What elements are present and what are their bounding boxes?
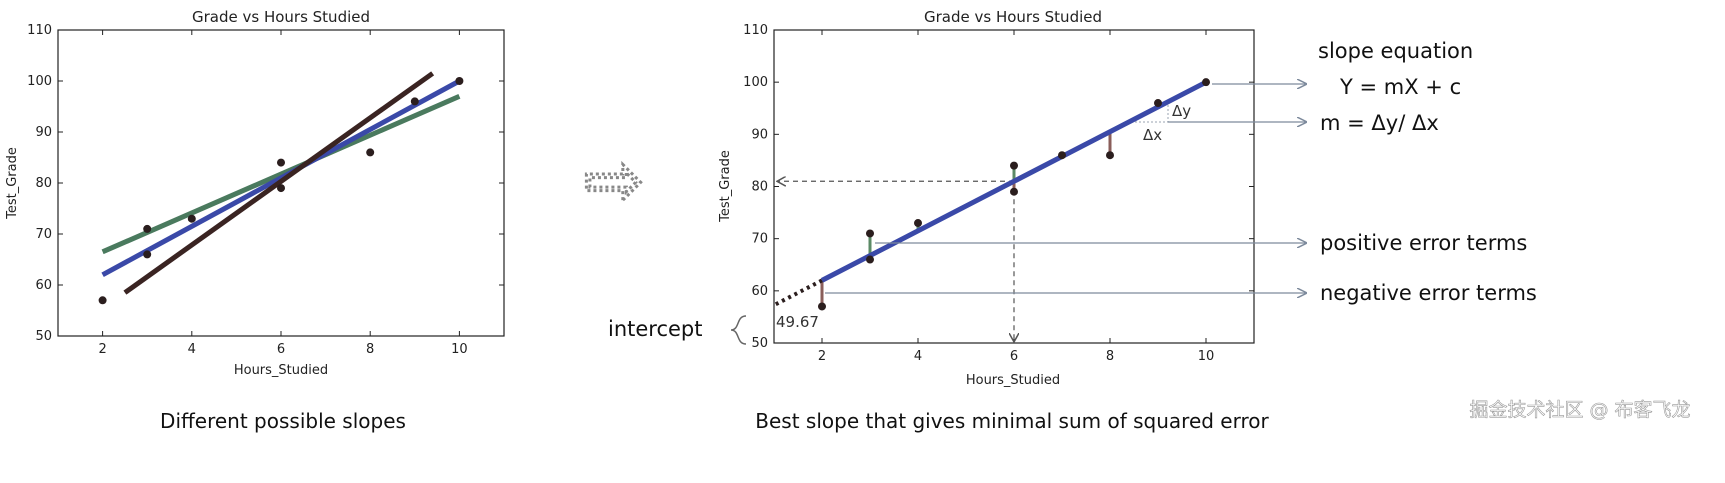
left-y-ticks: 50 60 70 80 90 100 110 (27, 23, 504, 344)
left-x-axis-label: Hours_Studied (234, 363, 328, 378)
data-point (1106, 151, 1114, 160)
y-tick-label: 70 (35, 227, 52, 242)
y-tick-label: 50 (35, 329, 52, 344)
data-point (818, 302, 826, 311)
candidate-line-3 (123, 71, 435, 295)
x-tick-label: 8 (366, 342, 374, 357)
data-point (1010, 187, 1018, 196)
right-guide-lines (778, 181, 1014, 341)
right-fit-line (773, 79, 1208, 307)
right-chart: Grade vs Hours Studied 5060708090100110 … (718, 8, 1270, 433)
x-tick-label: 2 (98, 342, 106, 357)
right-caption: Best slope that gives minimal sum of squ… (755, 409, 1269, 433)
right-x-axis-label: Hours_Studied (966, 373, 1060, 388)
left-x-ticks: 2 4 6 8 10 (98, 30, 468, 357)
annotations: slope equation Y = mX + c m = Δy/ Δx pos… (608, 39, 1537, 345)
x-tick-label: 2 (818, 349, 826, 364)
intercept-label: intercept (608, 317, 703, 341)
left-chart: Grade vs Hours Studied 5060708090100110 … (5, 8, 505, 433)
data-point (277, 184, 285, 193)
x-tick-label: 8 (1106, 349, 1114, 364)
delta-y-label: Δy (1172, 102, 1191, 120)
y-tick-label: 90 (35, 125, 52, 140)
y-tick-label: 50 (751, 336, 768, 351)
left-chart-title: Grade vs Hours Studied (192, 8, 370, 26)
data-point (866, 255, 874, 264)
y-tick-label: 80 (751, 180, 768, 195)
watermark: 掘金技术社区 @ 布客飞龙 (1469, 399, 1690, 421)
left-candidate-lines (101, 71, 461, 295)
data-point (914, 219, 922, 228)
m-formula: m = Δy/ Δx (1320, 111, 1439, 135)
y-tick-label: 60 (35, 278, 52, 293)
y-tick-label: 110 (743, 23, 768, 38)
data-point (1154, 99, 1162, 108)
right-y-axis-label: Test_Grade (718, 150, 733, 223)
left-data-points (98, 77, 464, 305)
x-tick-label: 4 (914, 349, 922, 364)
x-tick-label: 10 (1198, 349, 1215, 364)
right-data-points (818, 78, 1210, 311)
x-tick-label: 6 (277, 342, 285, 357)
y-tick-label: 90 (751, 127, 768, 142)
data-point (410, 97, 419, 106)
best-fit-line (820, 79, 1208, 283)
y-tick-label: 100 (27, 74, 52, 89)
positive-error-label: positive error terms (1320, 231, 1527, 255)
candidate-line-1 (101, 94, 461, 255)
candidate-line-2 (101, 78, 461, 277)
left-y-axis-label: Test_Grade (5, 147, 20, 220)
data-point (866, 229, 874, 238)
y-tick-label: 70 (751, 232, 768, 247)
x-tick-label: 10 (451, 342, 468, 357)
intercept-value-label: 49.67 (776, 313, 819, 331)
x-tick-label: 4 (188, 342, 196, 357)
right-x-ticks: 2 4 6 8 10 (818, 30, 1214, 364)
data-point (277, 158, 285, 167)
slope-equation-heading: slope equation (1318, 39, 1473, 63)
data-point (143, 224, 152, 233)
data-point (1058, 151, 1066, 160)
y-tick-label: 80 (35, 176, 52, 191)
data-point (366, 148, 375, 157)
data-point (187, 214, 196, 223)
y-tick-label: 100 (743, 75, 768, 90)
negative-error-label: negative error terms (1320, 281, 1537, 305)
data-point (455, 77, 464, 85)
right-y-ticks: 50 60 70 80 90 100 110 (743, 23, 1254, 351)
intercept-brace-icon (730, 315, 747, 345)
data-point (98, 296, 107, 305)
y-tick-label: 110 (27, 23, 52, 38)
transition-arrow-icon: ⇨ (584, 138, 644, 222)
intercept-extrapolation (773, 278, 823, 307)
delta-x-label: Δx (1143, 126, 1162, 144)
y-tick-label: 60 (751, 284, 768, 299)
data-point (143, 250, 152, 259)
x-tick-label: 6 (1010, 349, 1018, 364)
slope-equation-formula: Y = mX + c (1339, 75, 1461, 99)
data-point (1202, 78, 1210, 87)
data-point (1010, 161, 1018, 170)
right-chart-title: Grade vs Hours Studied (924, 8, 1102, 26)
left-caption: Different possible slopes (160, 409, 406, 433)
